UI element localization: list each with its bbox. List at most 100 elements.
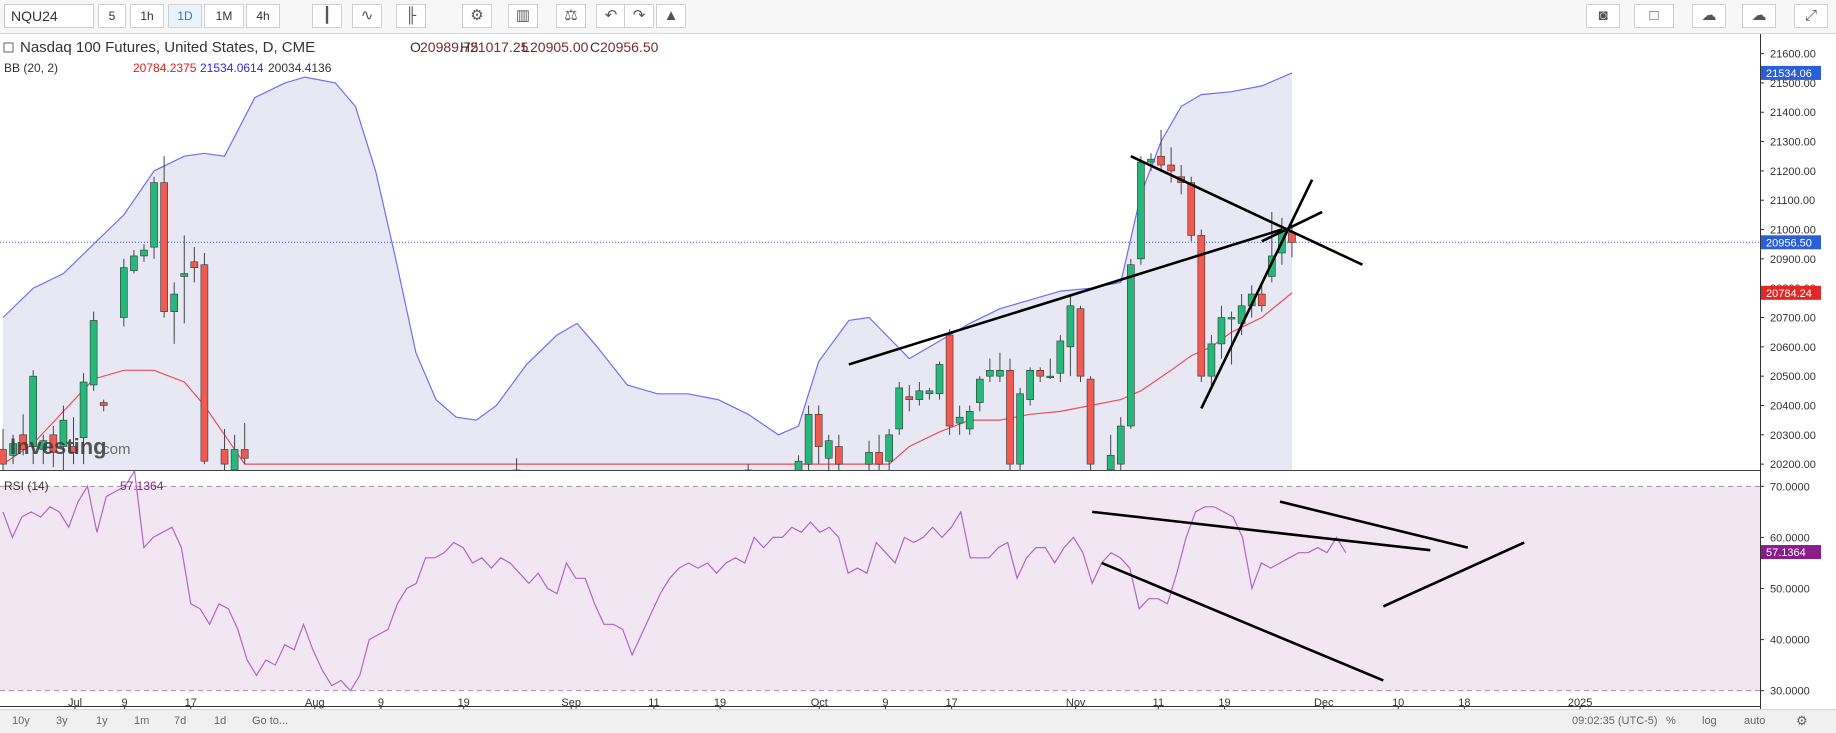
alert-icon[interactable]: ▲ [656, 4, 686, 28]
price-tick-label: 20200.00 [1770, 459, 1816, 471]
ohlc-value: 20989.75 [420, 39, 479, 55]
candle-body [1157, 155, 1165, 166]
candle-body [925, 390, 934, 395]
rsi-tick-label: 30.0000 [1770, 686, 1810, 698]
candle [1046, 358, 1055, 380]
candle [1066, 294, 1075, 377]
price-tick-label: 21600.00 [1770, 49, 1816, 61]
rsi-band-fill [0, 486, 1760, 691]
candle-body [1016, 393, 1024, 465]
candle-body [59, 419, 68, 447]
price-tick-label: 20500.00 [1770, 371, 1816, 383]
candle-body [89, 320, 98, 386]
cloud-load-icon[interactable]: ☁ [1692, 4, 1726, 28]
price-trendline [1261, 210, 1323, 243]
time-tick-label: 19 [1218, 697, 1230, 709]
fullscreen-icon[interactable]: ⤢ [1794, 4, 1828, 28]
layout-icon[interactable]: □ [1634, 4, 1674, 28]
candle-body [1147, 158, 1155, 163]
candle-body [1086, 378, 1095, 465]
candle-body [804, 413, 813, 465]
auto-toggle[interactable]: auto [1744, 715, 1766, 727]
watermark-suffix: .com [98, 441, 131, 458]
candle [965, 405, 974, 435]
symbol-search-input[interactable]: NQU24 [4, 4, 94, 28]
candle [170, 282, 178, 344]
range-7d[interactable]: 7d [174, 715, 187, 727]
range-1d[interactable]: 1d [214, 715, 227, 727]
candle-body [1116, 425, 1125, 465]
candle-body [29, 375, 38, 447]
time-tick-label: 2025 [1568, 697, 1592, 709]
candle-body [19, 434, 27, 450]
time-tick-label: 19 [714, 697, 726, 709]
interval-4h[interactable]: 4h [246, 4, 280, 28]
price-tick-label: 20600.00 [1770, 342, 1816, 354]
candle [29, 370, 38, 465]
candle [1167, 147, 1175, 183]
camera-icon[interactable]: ◙ [1586, 4, 1620, 28]
line-type-icon[interactable]: ∿ [352, 4, 382, 28]
percent-toggle[interactable]: % [1666, 715, 1676, 727]
candle [986, 358, 994, 383]
price-tick-label: 20700.00 [1770, 313, 1816, 325]
candle [814, 405, 823, 465]
candle-body [1167, 164, 1175, 172]
ohlc-key: L [522, 39, 530, 55]
ohlc-value: 20956.50 [600, 39, 659, 55]
series-title: Nasdaq 100 Futures, United States, D, CM… [20, 39, 315, 56]
candle-body [965, 411, 974, 430]
candle-body [0, 449, 7, 465]
candle [824, 434, 833, 470]
candle [975, 376, 984, 412]
log-toggle[interactable]: log [1702, 715, 1717, 727]
candle [1197, 229, 1206, 383]
candle-body [1197, 235, 1206, 377]
candle [865, 440, 873, 470]
watermark-logo: Investing [10, 434, 107, 459]
range-1m[interactable]: 1m [134, 715, 150, 727]
rsi-pane[interactable] [0, 471, 1760, 692]
candle [945, 329, 954, 435]
candle-body [865, 452, 873, 465]
goto-button[interactable]: Go to... [252, 715, 289, 727]
candle [120, 258, 128, 327]
interval-1m[interactable]: 1M [204, 4, 244, 28]
candle [885, 428, 893, 470]
bottom-settings-icon[interactable]: ⚙ [1796, 713, 1808, 728]
interval-1h[interactable]: 1h [130, 4, 164, 28]
time-tick-label: Dec [1314, 697, 1334, 709]
time-tick-label: 19 [458, 697, 470, 709]
candle [804, 405, 813, 470]
undo-icon[interactable]: ↶ [596, 4, 626, 28]
candle-body [1036, 369, 1045, 377]
candle [1257, 282, 1266, 312]
candle-body [955, 416, 964, 424]
indicators-icon[interactable]: ╟ [396, 4, 426, 28]
rsi-tick-label: 60.0000 [1770, 532, 1810, 544]
studies-icon[interactable]: ▥ [508, 4, 538, 28]
range-3y[interactable]: 3y [56, 715, 68, 727]
bb-middle-tag: 20784.24 [1766, 288, 1812, 300]
range-1y[interactable]: 1y [96, 715, 108, 727]
candle-body [200, 264, 209, 462]
compare-icon[interactable]: ⚖ [556, 4, 586, 28]
settings-icon[interactable]: ⚙ [462, 4, 492, 28]
candle-body [1257, 293, 1266, 307]
candle-body [1076, 308, 1085, 377]
candle [99, 399, 108, 412]
redo-icon[interactable]: ↷ [624, 4, 654, 28]
candle [59, 405, 68, 470]
interval-5[interactable]: 5 [98, 4, 126, 28]
candle-body [1006, 369, 1014, 465]
cloud-save-icon[interactable]: ☁ [1742, 4, 1776, 28]
candles-icon[interactable]: ┃ [312, 4, 342, 28]
bb-value: 20034.4136 [268, 61, 332, 75]
range-10y[interactable]: 10y [12, 715, 30, 727]
candle-body [230, 449, 239, 470]
candle [150, 176, 158, 259]
price-trendline [1130, 155, 1364, 266]
interval-1d[interactable]: 1D [168, 4, 202, 28]
price-pane[interactable]: Investing.com [0, 72, 1760, 494]
rsi-trendline [1092, 510, 1431, 552]
